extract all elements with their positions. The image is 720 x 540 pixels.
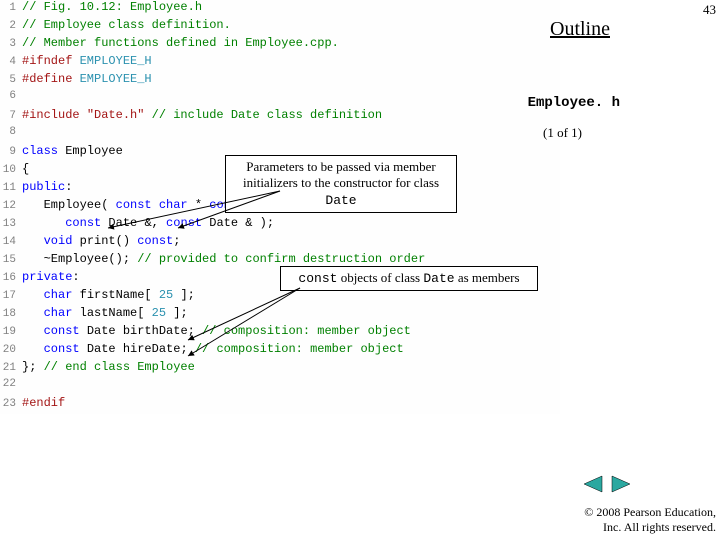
line-number: 18 [0, 308, 22, 320]
line-number: 9 [0, 146, 22, 158]
code-content: ~Employee(); // provided to confirm dest… [22, 252, 425, 266]
line-number: 10 [0, 164, 22, 176]
code-line: 1// Fig. 10.12: Employee.h [0, 0, 560, 18]
callout-class-name: Date [325, 193, 356, 208]
code-content: const Date &, const Date & ); [22, 216, 274, 230]
line-number: 14 [0, 236, 22, 248]
callout-text: Parameters to be passed via member [246, 159, 436, 174]
line-number: 1 [0, 2, 22, 14]
line-number: 19 [0, 326, 22, 338]
code-line: 5#define EMPLOYEE_H [0, 72, 560, 90]
code-line: 7#include "Date.h" // include Date class… [0, 108, 560, 126]
code-content: // Employee class definition. [22, 18, 231, 32]
line-number: 3 [0, 38, 22, 50]
code-content: char lastName[ 25 ]; [22, 306, 188, 320]
line-number: 5 [0, 74, 22, 86]
code-line: 22 [0, 378, 560, 396]
callout-text: initializers to the constructor for clas… [243, 175, 439, 190]
line-number: 7 [0, 110, 22, 122]
code-content: const Date hireDate; // composition: mem… [22, 342, 404, 356]
code-content: // Fig. 10.12: Employee.h [22, 0, 202, 14]
line-number: 22 [0, 378, 22, 390]
copyright-line: Inc. All rights reserved. [603, 520, 716, 534]
line-number: 15 [0, 254, 22, 266]
slide-number: 43 [703, 2, 716, 18]
line-number: 11 [0, 182, 22, 194]
code-content: { [22, 162, 29, 176]
code-content: #define EMPLOYEE_H [22, 72, 152, 86]
callout-text: objects of class [337, 270, 423, 285]
line-number: 20 [0, 344, 22, 356]
copyright-line: © 2008 Pearson Education, [584, 505, 716, 519]
line-number: 8 [0, 126, 22, 138]
code-line: 20 const Date hireDate; // composition: … [0, 342, 560, 360]
copyright-footer: © 2008 Pearson Education, Inc. All right… [584, 505, 716, 534]
code-content: private: [22, 270, 80, 284]
line-number: 23 [0, 398, 22, 410]
line-number: 12 [0, 200, 22, 212]
triangle-left-icon [580, 474, 604, 494]
nav-button-group [579, 473, 635, 495]
code-line: 18 char lastName[ 25 ]; [0, 306, 560, 324]
code-line: 13 const Date &, const Date & ); [0, 216, 560, 234]
line-number: 6 [0, 90, 22, 102]
code-line: 2// Employee class definition. [0, 18, 560, 36]
code-content: #endif [22, 396, 65, 410]
code-content: public: [22, 180, 72, 194]
line-number: 17 [0, 290, 22, 302]
code-line: 14 void print() const; [0, 234, 560, 252]
code-line: 23#endif [0, 396, 560, 414]
line-number: 13 [0, 218, 22, 230]
code-content: // Member functions defined in Employee.… [22, 36, 339, 50]
code-line: 19 const Date birthDate; // composition:… [0, 324, 560, 342]
code-line: 6 [0, 90, 560, 108]
code-line: 8 [0, 126, 560, 144]
outline-heading: Outline [550, 18, 610, 41]
callout-parameters: Parameters to be passed via member initi… [225, 155, 457, 213]
code-line: 3// Member functions defined in Employee… [0, 36, 560, 54]
next-slide-button[interactable] [609, 473, 635, 495]
code-content: char firstName[ 25 ]; [22, 288, 195, 302]
callout-keyword: const [298, 271, 337, 286]
code-content: void print() const; [22, 234, 180, 248]
callout-text: as members [455, 270, 520, 285]
code-content: class Employee [22, 144, 123, 158]
code-line: 21}; // end class Employee [0, 360, 560, 378]
file-name-label: Employee. h [528, 95, 620, 111]
code-line: 4#ifndef EMPLOYEE_H [0, 54, 560, 72]
callout-class-name: Date [423, 271, 454, 286]
page-progress-label: (1 of 1) [543, 125, 582, 141]
code-content: const Date birthDate; // composition: me… [22, 324, 411, 338]
code-content: #include "Date.h" // include Date class … [22, 108, 382, 122]
line-number: 21 [0, 362, 22, 374]
line-number: 16 [0, 272, 22, 284]
code-content: }; // end class Employee [22, 360, 195, 374]
prev-slide-button[interactable] [579, 473, 605, 495]
line-number: 2 [0, 20, 22, 32]
triangle-right-icon [610, 474, 634, 494]
line-number: 4 [0, 56, 22, 68]
callout-const-members: const objects of class Date as members [280, 266, 538, 291]
code-content: #ifndef EMPLOYEE_H [22, 54, 152, 68]
